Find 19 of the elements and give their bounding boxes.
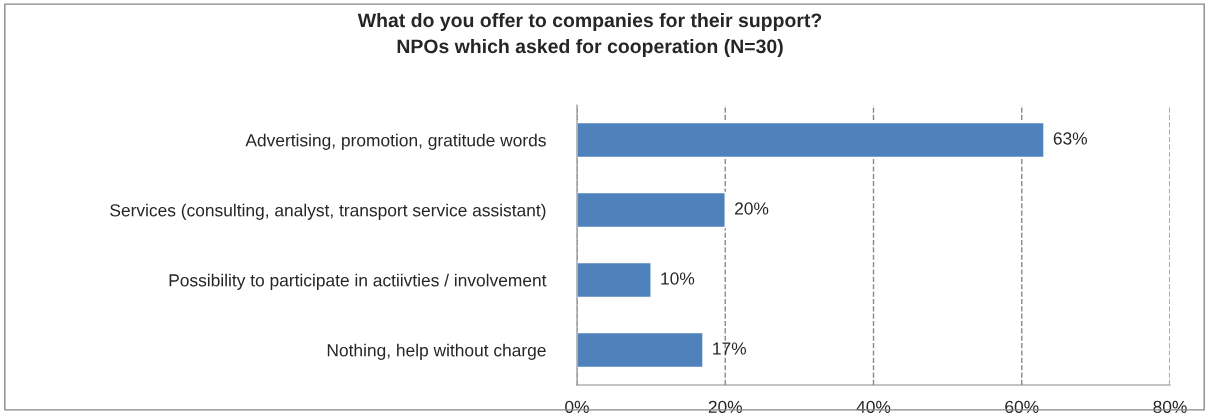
- data-label: 63%: [1053, 132, 1088, 145]
- y-tick-label: Nothing, help without charge: [327, 343, 546, 360]
- bar: [577, 121, 1045, 159]
- x-tick-label: 20%: [708, 400, 743, 414]
- x-tick-label: 40%: [856, 400, 891, 414]
- y-tick-label: Advertising, promotion, gratitude words: [245, 133, 546, 150]
- data-label: 17%: [713, 342, 747, 355]
- y-tick-label: Possibility to participate in actiivties / involvement: [169, 273, 547, 290]
- x-tick-label: 80%: [1153, 400, 1187, 414]
- x-tick-label: 60%: [1005, 400, 1039, 414]
- x-tick-label: 0%: [565, 400, 589, 414]
- y-tick-label: Services (consulting, analyst, transport service assistant): [110, 203, 546, 220]
- bar: [577, 191, 726, 229]
- data-label: 10%: [661, 272, 695, 285]
- bar: [577, 261, 652, 299]
- data-label: 20%: [735, 202, 769, 215]
- bar: [577, 331, 704, 369]
- chart-subtitle: NPOs which asked for cooperation (N=30): [397, 38, 783, 58]
- chart-title: What do you offer to companies for their support?: [357, 12, 822, 32]
